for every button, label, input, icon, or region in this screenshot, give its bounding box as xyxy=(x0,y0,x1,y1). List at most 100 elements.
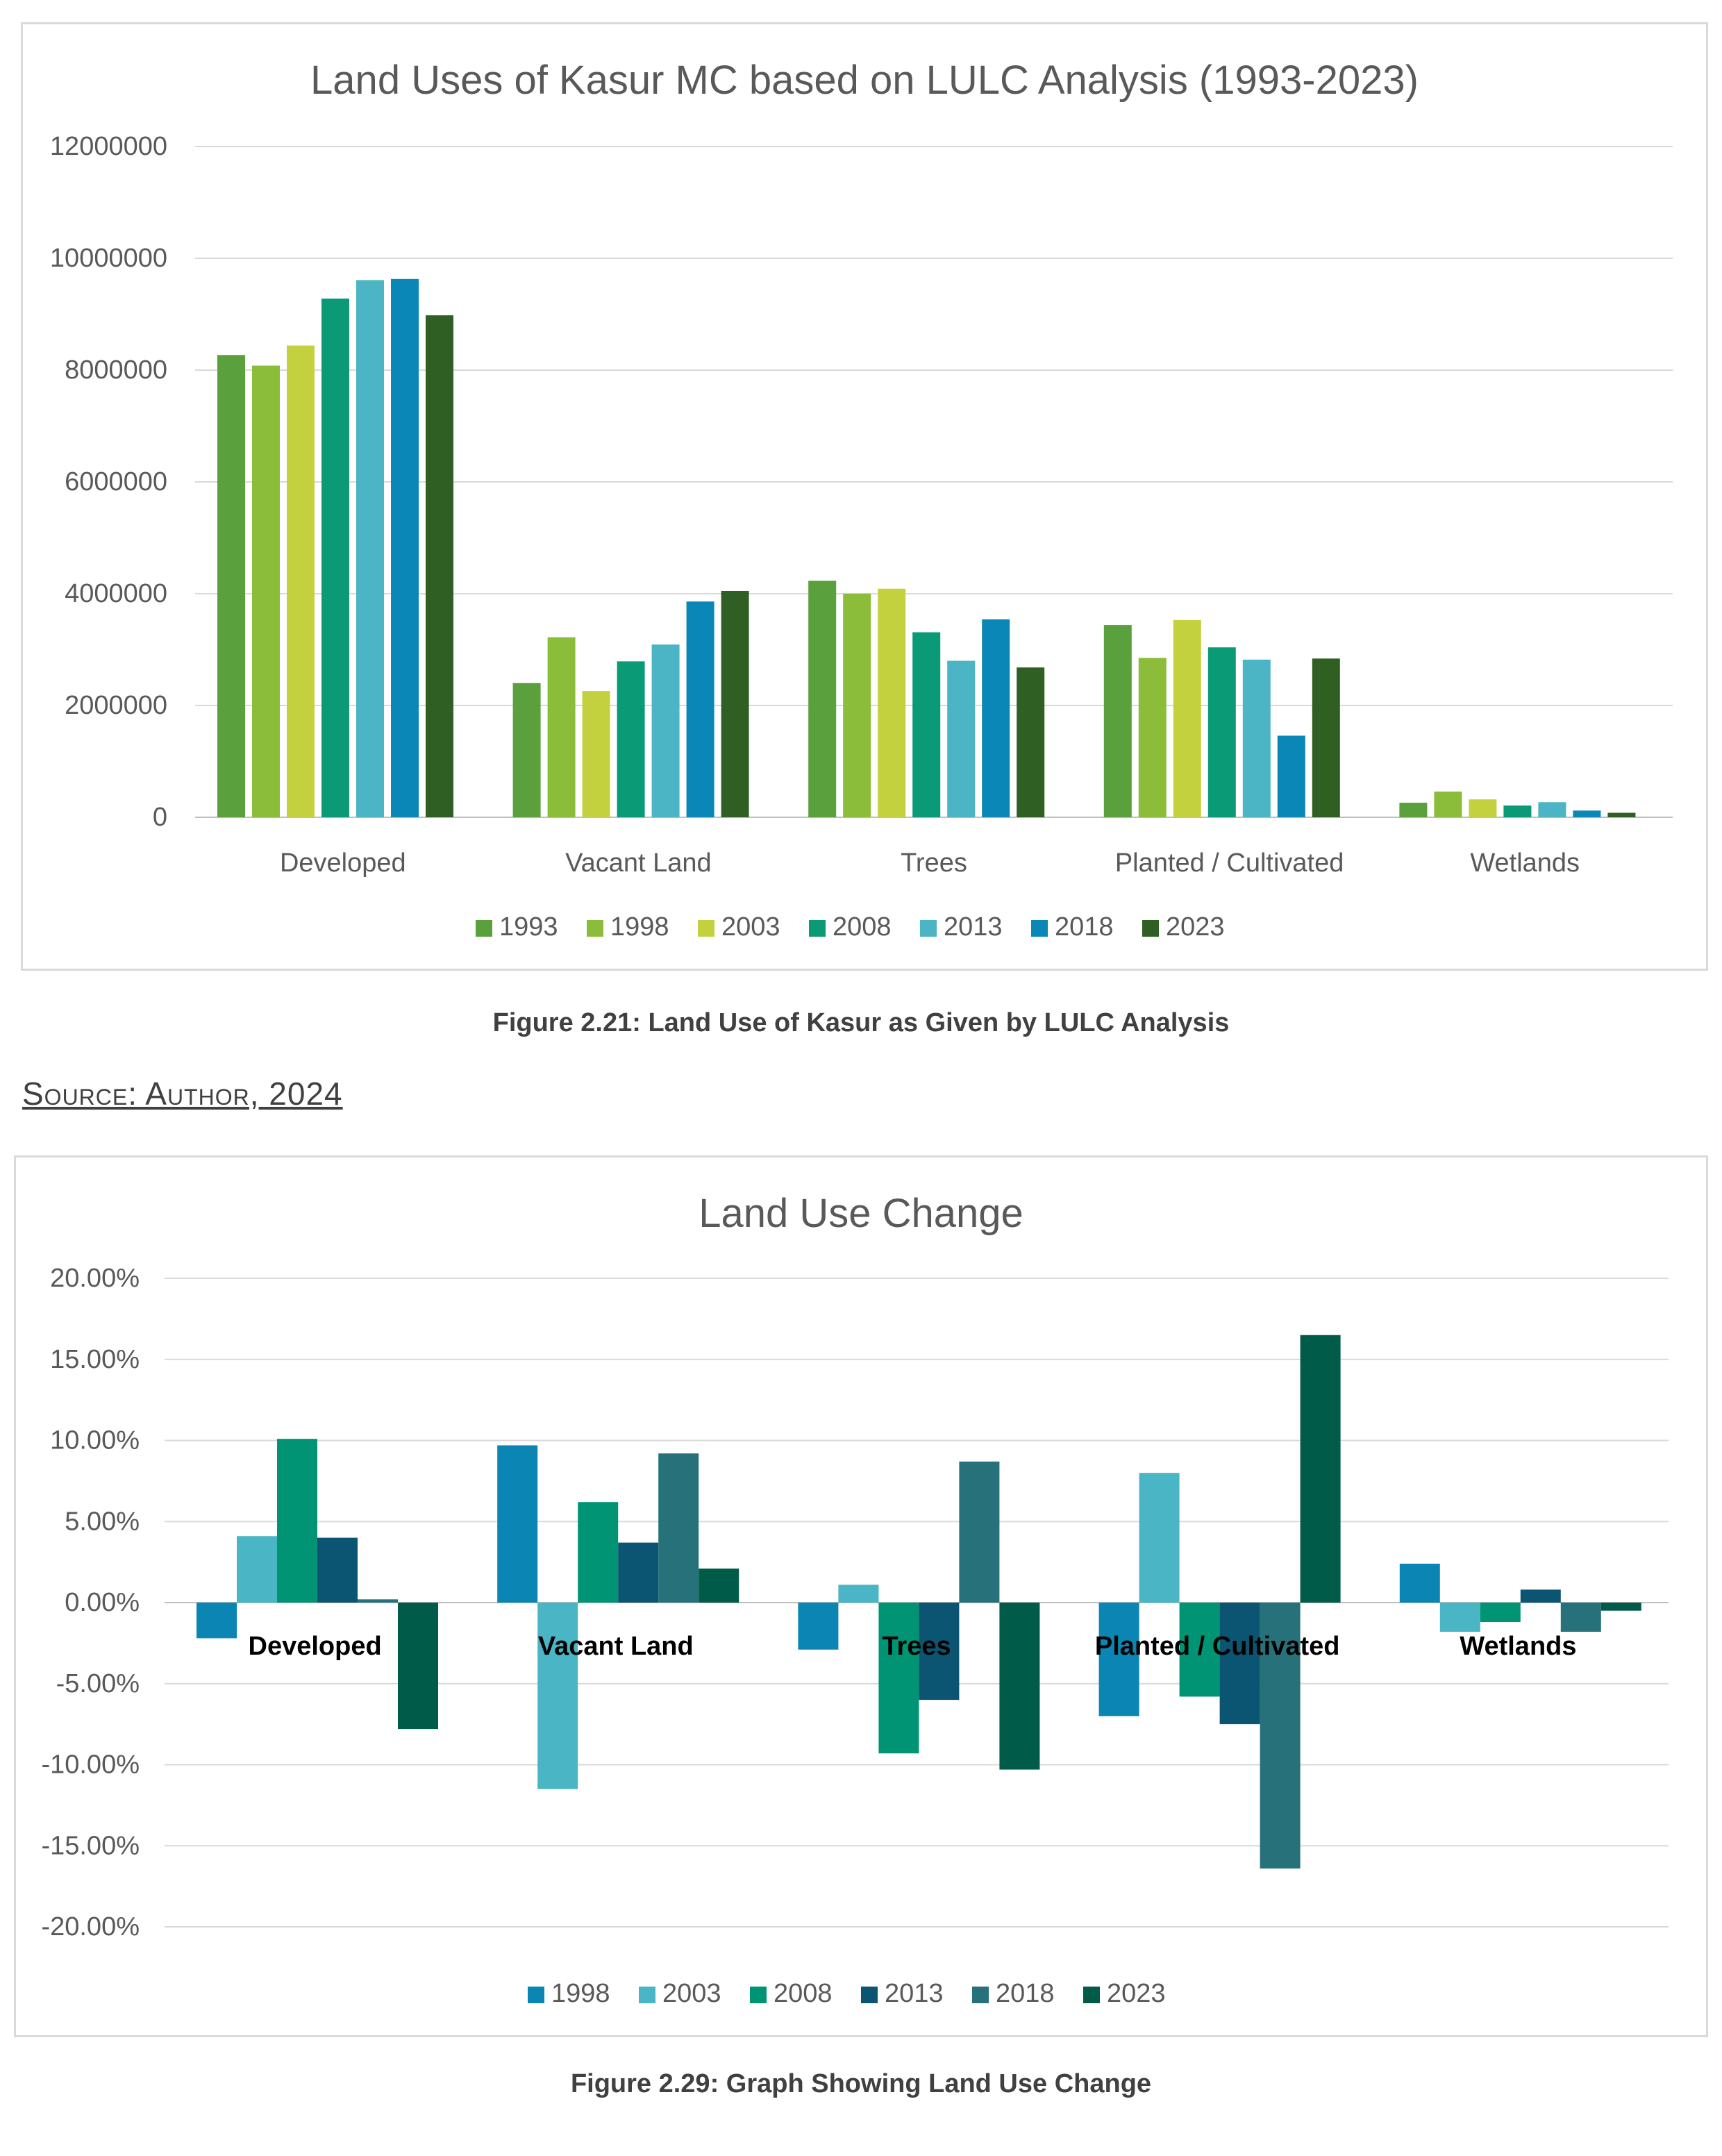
bar-trees-2013 xyxy=(947,660,976,817)
bar-wetlands-1993 xyxy=(1399,803,1428,817)
bar-wetlands-2003 xyxy=(1469,799,1497,817)
bar-vacant-land-1993 xyxy=(512,683,541,817)
bar-planted-cultivated-2008 xyxy=(1179,1603,1220,1697)
bar-trees-2008 xyxy=(878,1603,919,1754)
legend-label: 2018 xyxy=(996,1979,1055,2008)
bar-developed-2018 xyxy=(358,1599,398,1603)
land-use-chart-svg: Land Uses of Kasur MC based on LULC Anal… xyxy=(50,58,1673,942)
legend-swatch xyxy=(920,920,937,937)
legend-item-2023: 2023 xyxy=(1142,912,1225,942)
legend-label: 1998 xyxy=(551,1979,610,2008)
y-tick-label: 8000000 xyxy=(65,356,167,385)
bar-developed-2013 xyxy=(317,1537,358,1603)
bar-planted-cultivated-1998 xyxy=(1098,1603,1139,1716)
legend-item-2018: 2018 xyxy=(1031,912,1114,942)
category-label: Trees xyxy=(901,849,967,878)
legend-label: 2013 xyxy=(885,1979,944,2008)
bar-vacant-land-2023 xyxy=(699,1568,739,1603)
category-label: Developed xyxy=(280,849,406,878)
bar-planted-cultivated-2013 xyxy=(1219,1603,1260,1725)
y-tick-label: 2000000 xyxy=(65,691,167,720)
bar-wetlands-2018 xyxy=(1573,810,1601,817)
legend-item-2023: 2023 xyxy=(1083,1979,1166,2008)
legend-item-1998: 1998 xyxy=(528,1979,610,2008)
category-label: Wetlands xyxy=(1470,849,1580,878)
bar-developed-2003 xyxy=(287,345,315,818)
y-tick-label: 0.00% xyxy=(65,1588,140,1617)
bar-trees-1993 xyxy=(808,580,837,817)
bar-wetlands-2008 xyxy=(1480,1603,1521,1623)
bar-planted-cultivated-2018 xyxy=(1260,1603,1301,1869)
bar-vacant-land-1998 xyxy=(547,637,576,817)
legend-label: 2013 xyxy=(944,912,1003,942)
bar-trees-2018 xyxy=(959,1461,1000,1603)
bar-trees-2013 xyxy=(919,1603,960,1700)
bar-developed-2013 xyxy=(356,280,384,817)
legend-item-2008: 2008 xyxy=(809,912,892,942)
y-tick-label: 4000000 xyxy=(65,579,167,608)
bar-wetlands-2023 xyxy=(1600,1603,1641,1611)
legend-item-2013: 2013 xyxy=(861,1979,944,2008)
bar-trees-2003 xyxy=(838,1585,879,1603)
bar-developed-2008 xyxy=(321,298,349,818)
y-tick-label: 6000000 xyxy=(65,467,167,496)
legend-item-1993: 1993 xyxy=(476,912,558,942)
category-label: Vacant Land xyxy=(565,849,712,878)
bar-planted-cultivated-1993 xyxy=(1103,625,1132,817)
bar-planted-cultivated-2003 xyxy=(1139,1473,1180,1603)
legend-item-2003: 2003 xyxy=(698,912,780,942)
bar-planted-cultivated-2023 xyxy=(1312,658,1340,817)
bar-vacant-land-2023 xyxy=(721,590,749,817)
bar-trees-2018 xyxy=(982,619,1010,817)
source-note: Source: Author, 2024 xyxy=(22,1076,343,1112)
bar-wetlands-2013 xyxy=(1538,802,1566,817)
legend-item-2013: 2013 xyxy=(920,912,1003,942)
category-label: Planted / Cultivated xyxy=(1115,849,1344,878)
y-tick-label: 12000000 xyxy=(50,132,167,161)
bar-vacant-land-1998 xyxy=(497,1445,538,1603)
bar-wetlands-2008 xyxy=(1503,805,1532,817)
legend-swatch xyxy=(1031,920,1048,937)
bar-planted-cultivated-2023 xyxy=(1300,1335,1341,1603)
bar-developed-1993 xyxy=(217,355,245,817)
legend-label: 1998 xyxy=(610,912,669,942)
legend-swatch xyxy=(1142,920,1159,937)
legend-swatch xyxy=(750,1987,767,2003)
y-tick-label: 10000000 xyxy=(50,244,167,273)
y-tick-label: -5.00% xyxy=(56,1669,140,1698)
bar-wetlands-2013 xyxy=(1520,1589,1561,1603)
bar-wetlands-2018 xyxy=(1560,1603,1601,1632)
legend-swatch xyxy=(476,920,492,937)
y-tick-label: 20.00% xyxy=(50,1264,140,1293)
y-tick-label: -15.00% xyxy=(41,1831,140,1860)
bar-vacant-land-2003 xyxy=(582,691,610,817)
bar-wetlands-2003 xyxy=(1439,1603,1480,1632)
legend-item-2018: 2018 xyxy=(972,1979,1055,2008)
legend-label: 2003 xyxy=(662,1979,721,2008)
legend-label: 2003 xyxy=(721,912,780,942)
bar-developed-2008 xyxy=(277,1439,317,1603)
bar-trees-2008 xyxy=(912,632,941,817)
chart-title: Land Use Change xyxy=(699,1191,1023,1236)
legend-item-1998: 1998 xyxy=(587,912,669,942)
land-use-change-chart: Land Use Change -20.00% -15.00% -10.00% -5.0… xyxy=(14,1155,1708,2037)
bar-developed-1998 xyxy=(252,365,280,817)
bar-planted-cultivated-2003 xyxy=(1173,619,1201,817)
bar-developed-1998 xyxy=(197,1603,237,1639)
bar-developed-2023 xyxy=(398,1603,438,1730)
legend-item-2003: 2003 xyxy=(639,1979,721,2008)
figure-caption-2-21: Figure 2.21: Land Use of Kasur as Given … xyxy=(492,1008,1230,1037)
bar-wetlands-1998 xyxy=(1399,1563,1440,1603)
category-label: Wetlands xyxy=(1460,1632,1576,1661)
legend-swatch xyxy=(698,920,714,937)
legend-label: 1993 xyxy=(499,912,558,942)
bar-trees-2023 xyxy=(999,1603,1040,1770)
legend-label: 2023 xyxy=(1166,912,1225,942)
bar-vacant-land-2013 xyxy=(618,1542,659,1603)
land-use-change-chart-svg: Land Use Change -20.00% -15.00% -10.00% -5.0… xyxy=(41,1191,1669,2008)
legend-swatch xyxy=(528,1987,544,2003)
legend-swatch xyxy=(809,920,826,937)
legend-label: 2018 xyxy=(1055,912,1114,942)
figure-caption-2-29: Figure 2.29: Graph Showing Land Use Chan… xyxy=(570,2069,1152,2098)
bar-planted-cultivated-2008 xyxy=(1207,647,1236,817)
